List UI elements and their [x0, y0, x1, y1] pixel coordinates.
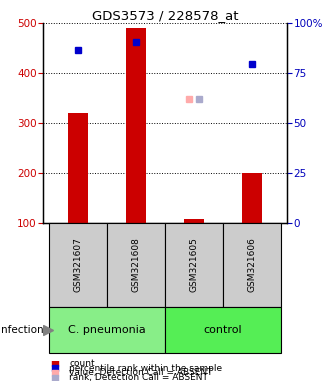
Bar	[49, 307, 165, 353]
Bar	[68, 113, 88, 223]
Text: rank, Detection Call = ABSENT: rank, Detection Call = ABSENT	[69, 373, 208, 382]
Bar	[165, 307, 281, 353]
Text: GSM321607: GSM321607	[73, 238, 82, 292]
Text: percentile rank within the sample: percentile rank within the sample	[69, 364, 222, 372]
Bar	[242, 173, 262, 223]
Text: value, Detection Call = ABSENT: value, Detection Call = ABSENT	[69, 369, 213, 377]
Bar	[184, 219, 204, 223]
Text: GSM321608: GSM321608	[131, 238, 141, 292]
Text: count: count	[69, 359, 95, 368]
Bar	[49, 223, 107, 307]
Bar	[126, 28, 146, 223]
Bar	[165, 223, 223, 307]
Text: infection: infection	[0, 325, 44, 335]
Text: C. pneumonia: C. pneumonia	[68, 325, 146, 335]
Text: control: control	[204, 325, 243, 335]
Text: GSM321606: GSM321606	[248, 238, 257, 292]
Text: GSM321605: GSM321605	[189, 238, 199, 292]
Bar	[223, 223, 281, 307]
Bar	[107, 223, 165, 307]
Title: GDS3573 / 228578_at: GDS3573 / 228578_at	[92, 9, 238, 22]
